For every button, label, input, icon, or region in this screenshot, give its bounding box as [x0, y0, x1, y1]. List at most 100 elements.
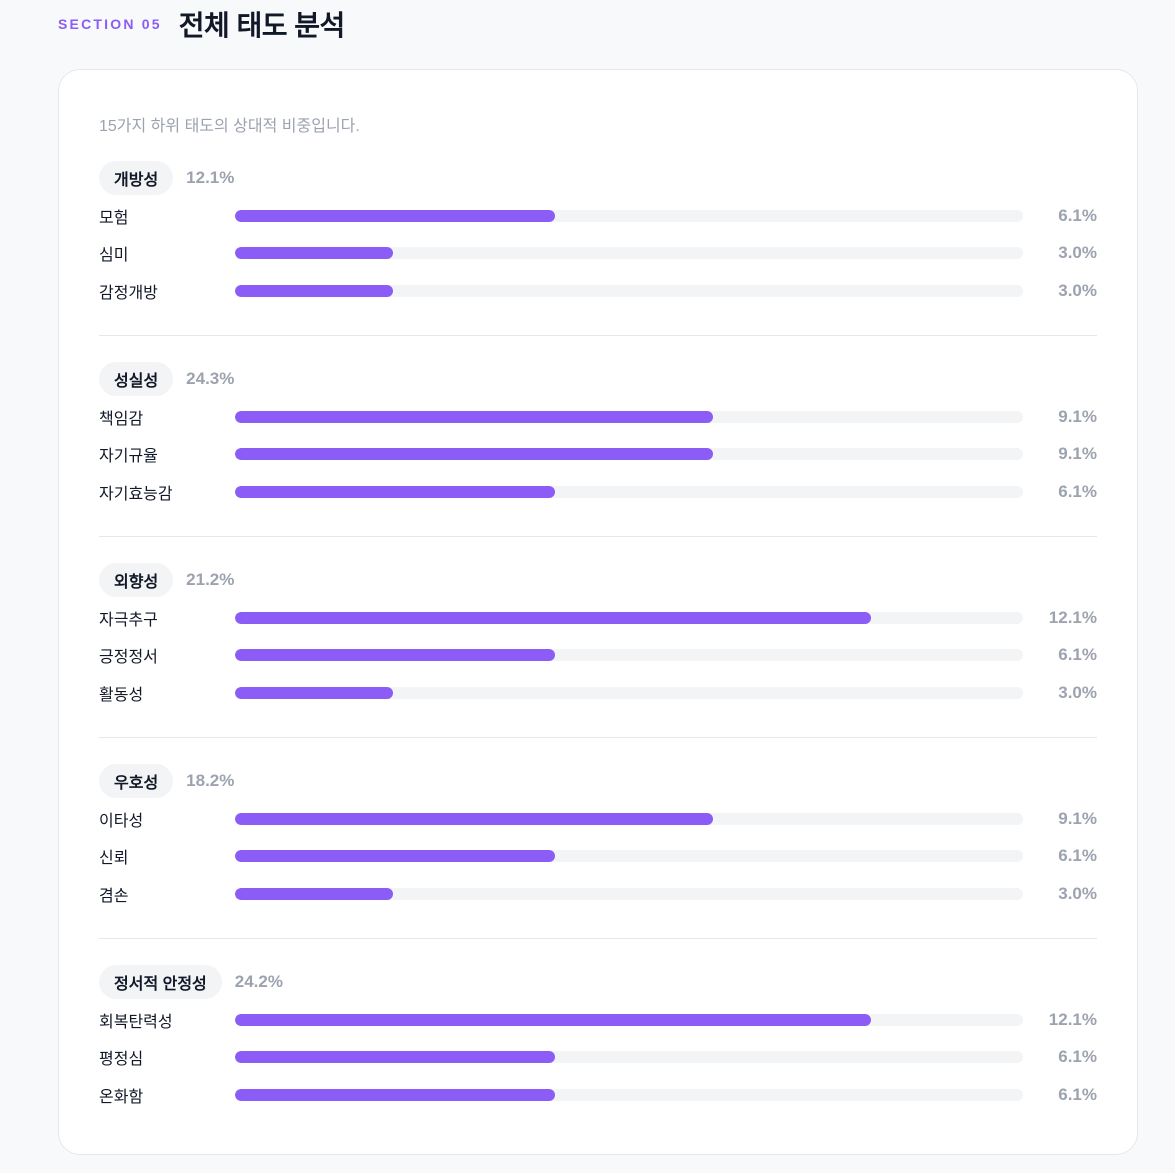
bar-fill [235, 448, 714, 460]
bar-row: 신뢰 6.1% [99, 844, 1097, 868]
bar-fill [235, 687, 393, 699]
bar-fill [235, 813, 714, 825]
group-divider [99, 737, 1097, 738]
bar-row: 심미 3.0% [99, 241, 1097, 265]
bar-fill [235, 411, 714, 423]
bar-track [235, 1014, 1023, 1026]
bar-track [235, 888, 1023, 900]
bar-track [235, 649, 1023, 661]
bar-fill [235, 850, 556, 862]
group-header: 우호성 18.2% [99, 764, 1097, 798]
bar-label: 심미 [99, 247, 129, 264]
bar-fill [235, 649, 556, 661]
group-percentage: 24.3% [186, 369, 235, 388]
group-header: 정서적 안정성 24.2% [99, 965, 1097, 999]
bar-track [235, 850, 1023, 862]
bar-row: 회복탄력성 12.1% [99, 1008, 1097, 1032]
bar-label: 이타성 [99, 813, 144, 830]
bar-value: 3.0% [1058, 281, 1097, 300]
bar-value: 6.1% [1058, 1047, 1097, 1066]
bar-value: 9.1% [1058, 809, 1097, 828]
group-divider [99, 938, 1097, 939]
bar-track [235, 1089, 1023, 1101]
bar-track [235, 486, 1023, 498]
bar-fill [235, 1014, 871, 1026]
group-header: 외향성 21.2% [99, 563, 1097, 597]
attitude-group: 외향성 21.2% 자극추구 12.1% 긍정정서 6.1% 활동성 3.0% [99, 563, 1097, 738]
bar-label: 감정개방 [99, 285, 158, 302]
section-header: SECTION 05 전체 태도 분석 [58, 4, 345, 44]
group-percentage: 18.2% [186, 771, 235, 790]
group-percentage: 24.2% [234, 972, 283, 991]
bar-fill [235, 210, 556, 222]
bar-fill [235, 1089, 556, 1101]
bar-row: 겸손 3.0% [99, 882, 1097, 906]
group-name-badge: 개방성 [99, 161, 174, 195]
bar-label: 회복탄력성 [99, 1014, 173, 1031]
bar-fill [235, 285, 393, 297]
group-name-badge: 외향성 [99, 563, 174, 597]
bar-value: 9.1% [1058, 407, 1097, 426]
bar-row: 평정심 6.1% [99, 1045, 1097, 1069]
bar-value: 3.0% [1058, 884, 1097, 903]
bar-fill [235, 888, 393, 900]
bar-row: 긍정정서 6.1% [99, 643, 1097, 667]
group-divider [99, 335, 1097, 336]
attitude-group: 개방성 12.1% 모험 6.1% 심미 3.0% 감정개방 3.0% [99, 161, 1097, 336]
bar-value: 12.1% [1048, 1010, 1097, 1029]
bar-value: 6.1% [1058, 645, 1097, 664]
bar-label: 책임감 [99, 411, 144, 428]
bar-value: 12.1% [1048, 608, 1097, 627]
group-header: 개방성 12.1% [99, 161, 1097, 195]
bar-track [235, 411, 1023, 423]
bar-fill [235, 1051, 556, 1063]
bar-value: 6.1% [1058, 846, 1097, 865]
bar-track [235, 247, 1023, 259]
bar-label: 모험 [99, 210, 129, 227]
bar-value: 6.1% [1058, 1085, 1097, 1104]
attitude-group: 우호성 18.2% 이타성 9.1% 신뢰 6.1% 겸손 3.0% [99, 764, 1097, 939]
bar-row: 모험 6.1% [99, 204, 1097, 228]
bar-fill [235, 247, 393, 259]
bar-label: 자기효능감 [99, 486, 173, 503]
bar-track [235, 448, 1023, 460]
attitude-group: 성실성 24.3% 책임감 9.1% 자기규율 9.1% 자기효능감 6.1% [99, 362, 1097, 537]
bar-value: 3.0% [1058, 683, 1097, 702]
bar-track [235, 612, 1023, 624]
bar-row: 자기규율 9.1% [99, 442, 1097, 466]
bar-label: 자기규율 [99, 448, 158, 465]
section-label: SECTION 05 [58, 16, 162, 32]
bar-label: 신뢰 [99, 850, 129, 867]
page-title: 전체 태도 분석 [178, 10, 346, 41]
bar-label: 겸손 [99, 888, 129, 905]
group-percentage: 21.2% [186, 570, 235, 589]
group-header: 성실성 24.3% [99, 362, 1097, 396]
bar-track [235, 687, 1023, 699]
group-name-badge: 정서적 안정성 [99, 965, 222, 999]
card-description: 15가지 하위 태도의 상대적 비중입니다. [99, 118, 360, 135]
bar-value: 9.1% [1058, 444, 1097, 463]
bar-fill [235, 612, 871, 624]
attitude-chart-card: 15가지 하위 태도의 상대적 비중입니다. 개방성 12.1% 모험 6.1% 심미 3… [58, 69, 1138, 1155]
bar-row: 이타성 9.1% [99, 807, 1097, 831]
group-name-badge: 성실성 [99, 362, 174, 396]
group-percentage: 12.1% [186, 168, 235, 187]
bar-row: 자극추구 12.1% [99, 606, 1097, 630]
bar-value: 6.1% [1058, 206, 1097, 225]
bar-fill [235, 486, 556, 498]
group-name-badge: 우호성 [99, 764, 174, 798]
bar-label: 자극추구 [99, 612, 158, 629]
bar-label: 활동성 [99, 687, 144, 704]
bar-row: 온화함 6.1% [99, 1083, 1097, 1107]
bar-row: 자기효능감 6.1% [99, 480, 1097, 504]
bar-row: 감정개방 3.0% [99, 279, 1097, 303]
bar-track [235, 210, 1023, 222]
bar-row: 활동성 3.0% [99, 681, 1097, 705]
bar-label: 온화함 [99, 1089, 144, 1106]
bar-track [235, 285, 1023, 297]
bar-row: 책임감 9.1% [99, 405, 1097, 429]
bar-track [235, 813, 1023, 825]
bar-value: 6.1% [1058, 482, 1097, 501]
attitude-group: 정서적 안정성 24.2% 회복탄력성 12.1% 평정심 6.1% 온화함 6.1% [99, 965, 1097, 1106]
bar-label: 긍정정서 [99, 649, 158, 666]
